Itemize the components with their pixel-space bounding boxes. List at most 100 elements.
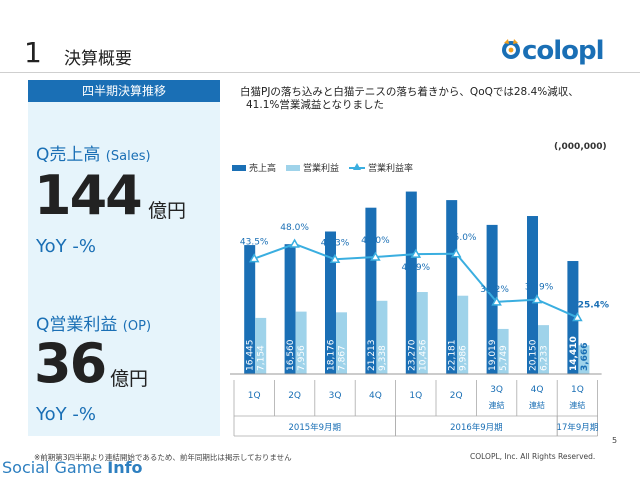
margin-point: [329, 253, 341, 264]
legend-margin-swatch: [349, 162, 366, 170]
category-label: 1Q: [571, 385, 584, 395]
sales-unit: 億円: [148, 200, 187, 222]
legend-op: 営業利益: [286, 161, 339, 174]
sales-label: Q売上高 (Sales): [36, 145, 151, 165]
op-bar-label: 9,338: [378, 345, 388, 371]
sales-bar: [284, 244, 296, 374]
page-number: 5: [612, 436, 618, 445]
op-bar: [578, 345, 590, 374]
category-label: 4Q: [531, 385, 544, 395]
category-note: 連結: [529, 400, 545, 410]
margin-point: [410, 248, 422, 258]
summary-line-1: 白猫PJの落ち込みと白猫テニスの落ち着きから、QoQでは28.4%減収、: [240, 86, 579, 98]
sales-yoy: YoY -%: [36, 236, 96, 257]
summary-line-2: 41.1%営業減益となりました: [246, 99, 385, 111]
op-bar-label: 5,749: [499, 345, 509, 371]
op-bar: [457, 295, 469, 374]
sales-bar-label: 22,181: [448, 340, 458, 372]
op-unit: 億円: [110, 368, 149, 390]
margin-label: 48.0%: [280, 223, 309, 233]
category-label: 2Q: [288, 391, 301, 401]
copyright: COLOPL, Inc. All Rights Reserved.: [470, 452, 596, 461]
sales-bar: [527, 216, 538, 374]
sales-bar-label: 20,150: [529, 339, 539, 371]
margin-label: 43.5%: [240, 238, 269, 248]
margin-label: 30.2%: [480, 285, 509, 295]
op-bar-label: 7,867: [338, 345, 348, 371]
margin-point: [450, 248, 462, 258]
margin-point: [572, 311, 583, 322]
sales-bar-label: 23,270: [407, 339, 417, 371]
sales-bar-label: 16,560: [286, 339, 296, 371]
margin-point: [248, 253, 260, 263]
op-bar-label: 9,986: [459, 345, 469, 371]
category-label: 2Q: [450, 391, 463, 401]
sales-bar: [244, 245, 256, 374]
period-label: 2015年9月期: [289, 422, 342, 433]
legend-sales: 売上高: [232, 161, 276, 174]
sales-bar: [486, 224, 498, 374]
period-label: 17年9月期: [557, 422, 599, 433]
margin-label: 44.9%: [402, 263, 431, 273]
margin-label: 44.0%: [361, 236, 390, 246]
op-yoy: YoY -%: [36, 404, 96, 425]
page-title: 決算概要: [64, 49, 132, 69]
margin-label: 45.0%: [448, 233, 477, 243]
chart-legend: 売上高 営業利益 営業利益率: [232, 161, 423, 174]
sales-bar-label: 18,176: [327, 339, 337, 371]
category-label: 3Q: [490, 385, 503, 395]
op-bar: [295, 311, 307, 374]
category-label: 3Q: [329, 391, 342, 401]
sales-bar-label: 14,410: [569, 336, 579, 371]
sales-value: 144: [34, 164, 143, 227]
margin-point: [531, 294, 543, 304]
category-label: 1Q: [409, 391, 422, 401]
colopl-logo: colopl: [500, 36, 620, 68]
op-label: Q営業利益 (OP): [36, 315, 152, 335]
margin-label: 30.9%: [525, 283, 554, 293]
footnote: ※前期第3四半期より連結開始であるため、前年同期比は掲示しておりません: [34, 453, 292, 462]
sales-bar: [325, 231, 336, 374]
op-bar: [416, 292, 428, 374]
sales-bar: [405, 191, 417, 374]
legend-margin: 営業利益率: [349, 161, 413, 174]
legend-margin-label: 営業利益率: [368, 164, 414, 174]
sales-bar-label: 21,213: [367, 340, 377, 372]
logo-text: colopl: [522, 36, 605, 66]
op-bar: [497, 328, 509, 374]
legend-op-swatch: [286, 164, 301, 171]
op-bar: [255, 317, 267, 374]
sales-bar: [365, 207, 377, 374]
legend-sales-swatch: [232, 164, 246, 171]
op-bar-label: 7,956: [297, 345, 307, 371]
margin-point: [370, 251, 381, 261]
op-value: 36: [34, 332, 107, 395]
sales-bar-label: 16,445: [246, 340, 256, 372]
logo-mark-icon: [502, 39, 520, 59]
summary-panel: [28, 80, 220, 436]
margin-label: 43.3%: [321, 238, 350, 248]
unit-label: (,000,000): [554, 142, 607, 152]
section-number: 1: [24, 36, 42, 69]
op-bar: [538, 325, 549, 374]
panel-heading: 四半期決算推移: [28, 80, 220, 102]
op-bar-label: 10,456: [418, 339, 428, 371]
sales-bar-label: 19,019: [488, 339, 498, 371]
margin-point: [491, 296, 502, 306]
category-note: 連結: [569, 400, 585, 410]
op-bar-label: 3,666: [580, 343, 590, 371]
sales-bar: [567, 261, 579, 374]
watermark: Social Game Info: [2, 458, 143, 477]
sales-bar: [446, 200, 458, 374]
category-label: 4Q: [369, 391, 382, 401]
op-bar-label: 6,233: [540, 345, 550, 371]
op-bar: [376, 300, 388, 374]
period-label: 2016年9月期: [450, 422, 503, 433]
summary-text: 白猫PJの落ち込みと白猫テニスの落ち着きから、QoQでは28.4%減収、 41.…: [240, 86, 620, 112]
category-note: 連結: [489, 400, 505, 410]
title-divider: [0, 72, 640, 73]
op-bar-label: 7,154: [257, 345, 267, 371]
category-label: 1Q: [248, 391, 261, 401]
op-bar: [336, 312, 347, 374]
